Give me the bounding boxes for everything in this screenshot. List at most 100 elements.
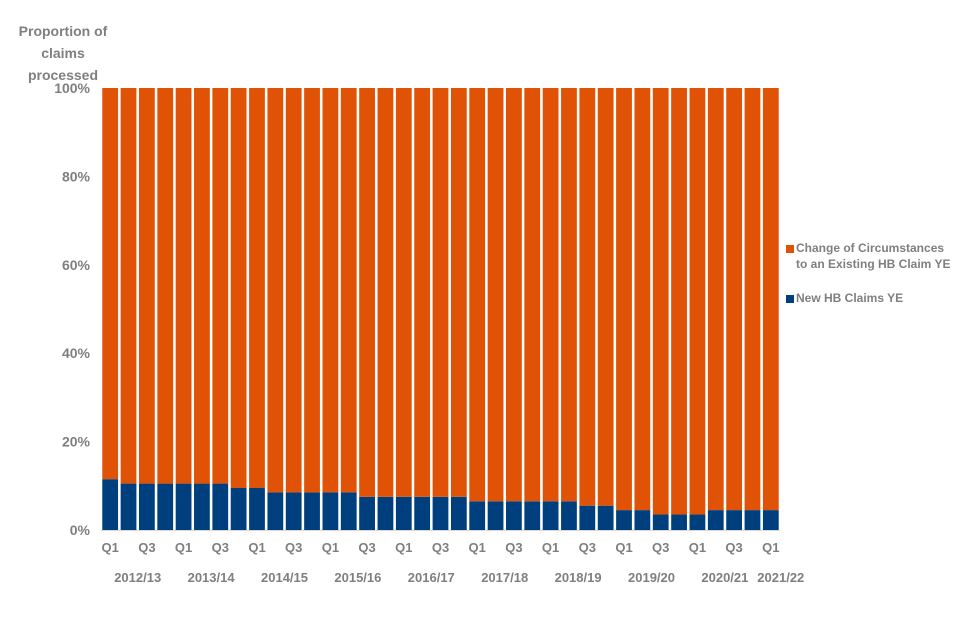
x-quarter-label: Q1	[615, 540, 632, 555]
bar-segment-change-of-circumstances-34	[707, 88, 724, 511]
bar-segment-new-hb-claims-14	[340, 492, 357, 530]
y-axis-title-line-3: processed	[27, 67, 99, 83]
bar-segment-new-hb-claims-5	[175, 483, 192, 530]
x-quarter-label: Q1	[395, 540, 412, 555]
bar-segment-new-hb-claims-3	[138, 483, 155, 530]
x-quarter-label: Q1	[542, 540, 559, 555]
x-year-label: 2015/16	[334, 570, 381, 585]
bar-segment-change-of-circumstances-18	[414, 88, 431, 497]
y-axis-title: Proportion of claims processed	[8, 20, 118, 86]
bar-segment-new-hb-claims-35	[726, 510, 743, 530]
bar-segment-change-of-circumstances-28	[597, 88, 614, 506]
bar-segment-change-of-circumstances-30	[634, 88, 651, 511]
x-year-label: 2014/15	[261, 570, 308, 585]
bar-segment-new-hb-claims-24	[524, 501, 541, 530]
bar-segment-change-of-circumstances-8	[230, 88, 247, 489]
bar-segment-new-hb-claims-15	[359, 496, 375, 530]
bar-segment-new-hb-claims-22	[487, 501, 504, 530]
legend-label-new-hb-claims: New HB Claims YE	[796, 291, 904, 305]
x-quarter-label: Q1	[102, 540, 119, 555]
bar-segment-new-hb-claims-10	[267, 492, 284, 530]
bar-segment-new-hb-claims-26	[561, 501, 577, 530]
bar-segment-change-of-circumstances-25	[542, 88, 559, 502]
bar-segment-new-hb-claims-32	[671, 514, 687, 530]
x-year-label: 2019/20	[628, 570, 675, 585]
bar-segment-change-of-circumstances-31	[652, 88, 669, 515]
bar-segment-change-of-circumstances-23	[506, 88, 522, 502]
bar-segment-change-of-circumstances-24	[524, 88, 541, 502]
bar-segment-new-hb-claims-27	[579, 505, 596, 530]
legend-item-new-hb-claims: New HB Claims YE	[786, 290, 956, 306]
x-year-label: 2013/14	[188, 570, 236, 585]
x-quarter-label: Q3	[505, 540, 522, 555]
bar-segment-change-of-circumstances-9	[249, 88, 265, 489]
y-tick-labels: 0% 20% 40% 60% 80% 100%	[54, 80, 90, 538]
x-year-label: 2020/21	[701, 570, 748, 585]
bar-segment-new-hb-claims-12	[304, 492, 320, 530]
bar-segment-change-of-circumstances-21	[469, 88, 486, 502]
bar-segment-change-of-circumstances-2	[120, 88, 137, 484]
bar-segment-change-of-circumstances-36	[744, 88, 761, 511]
legend-item-change-of-circumstances: Change of Circumstances to an Existing H…	[786, 240, 956, 272]
x-quarter-label: Q1	[762, 540, 779, 555]
x-quarter-label: Q1	[248, 540, 265, 555]
bar-segment-change-of-circumstances-7	[212, 88, 229, 484]
bar-segment-change-of-circumstances-4	[157, 88, 174, 484]
bar-segment-new-hb-claims-7	[212, 483, 229, 530]
legend-swatch-new-hb-claims	[786, 295, 794, 303]
x-year-label: 2017/18	[481, 570, 528, 585]
bar-segment-change-of-circumstances-37	[762, 88, 779, 511]
x-year-label: 2016/17	[408, 570, 455, 585]
legend-swatch-change-of-circumstances	[786, 245, 794, 253]
legend: Change of Circumstances to an Existing H…	[786, 240, 956, 306]
x-quarter-label: Q3	[138, 540, 155, 555]
bar-segment-change-of-circumstances-13	[322, 88, 339, 493]
bar-segment-new-hb-claims-6	[194, 483, 210, 530]
bar-segment-change-of-circumstances-3	[138, 88, 155, 484]
bar-segment-change-of-circumstances-10	[267, 88, 284, 493]
bar-segment-change-of-circumstances-15	[359, 88, 375, 497]
x-year-label: 2018/19	[555, 570, 602, 585]
bar-segment-change-of-circumstances-12	[304, 88, 320, 493]
bar-segment-change-of-circumstances-5	[175, 88, 192, 484]
bar-segment-new-hb-claims-16	[377, 496, 394, 530]
bar-segment-change-of-circumstances-20	[450, 88, 467, 497]
x-quarter-label: Q3	[285, 540, 302, 555]
bar-segment-change-of-circumstances-27	[579, 88, 596, 506]
bar-segment-new-hb-claims-31	[652, 514, 669, 530]
bar-segment-new-hb-claims-2	[120, 483, 137, 530]
y-tick-label: 0%	[70, 522, 91, 538]
bar-segment-new-hb-claims-28	[597, 505, 614, 530]
bar-segment-change-of-circumstances-19	[432, 88, 449, 497]
y-axis-title-line-1: Proportion of	[18, 23, 108, 39]
bar-segment-new-hb-claims-30	[634, 510, 651, 530]
bar-segment-change-of-circumstances-1	[102, 88, 119, 480]
bar-segment-new-hb-claims-21	[469, 501, 486, 530]
x-quarter-label: Q1	[469, 540, 486, 555]
bar-segment-change-of-circumstances-16	[377, 88, 394, 497]
bar-segment-change-of-circumstances-32	[671, 88, 687, 515]
bar-segment-new-hb-claims-19	[432, 496, 449, 530]
bar-segment-change-of-circumstances-6	[194, 88, 210, 484]
bar-segment-change-of-circumstances-17	[395, 88, 412, 497]
x-quarter-label: Q3	[212, 540, 229, 555]
bar-segment-new-hb-claims-13	[322, 492, 339, 530]
bar-segment-new-hb-claims-23	[506, 501, 522, 530]
bar-segment-change-of-circumstances-14	[340, 88, 357, 493]
y-tick-label: 60%	[62, 257, 91, 273]
bar-segment-new-hb-claims-36	[744, 510, 761, 530]
y-tick-label: 40%	[62, 345, 91, 361]
bars-group	[102, 88, 779, 530]
bar-segment-new-hb-claims-8	[230, 488, 247, 530]
x-quarter-label: Q3	[358, 540, 375, 555]
x-quarter-label: Q1	[689, 540, 706, 555]
bar-segment-change-of-circumstances-22	[487, 88, 504, 502]
bar-segment-new-hb-claims-11	[285, 492, 302, 530]
bar-segment-new-hb-claims-34	[707, 510, 724, 530]
y-tick-label: 20%	[62, 434, 91, 450]
y-tick-label: 80%	[62, 168, 91, 184]
x-quarter-label: Q3	[725, 540, 742, 555]
x-quarter-label: Q1	[322, 540, 339, 555]
x-year-label: 2012/13	[114, 570, 161, 585]
bar-segment-new-hb-claims-1	[102, 479, 119, 530]
